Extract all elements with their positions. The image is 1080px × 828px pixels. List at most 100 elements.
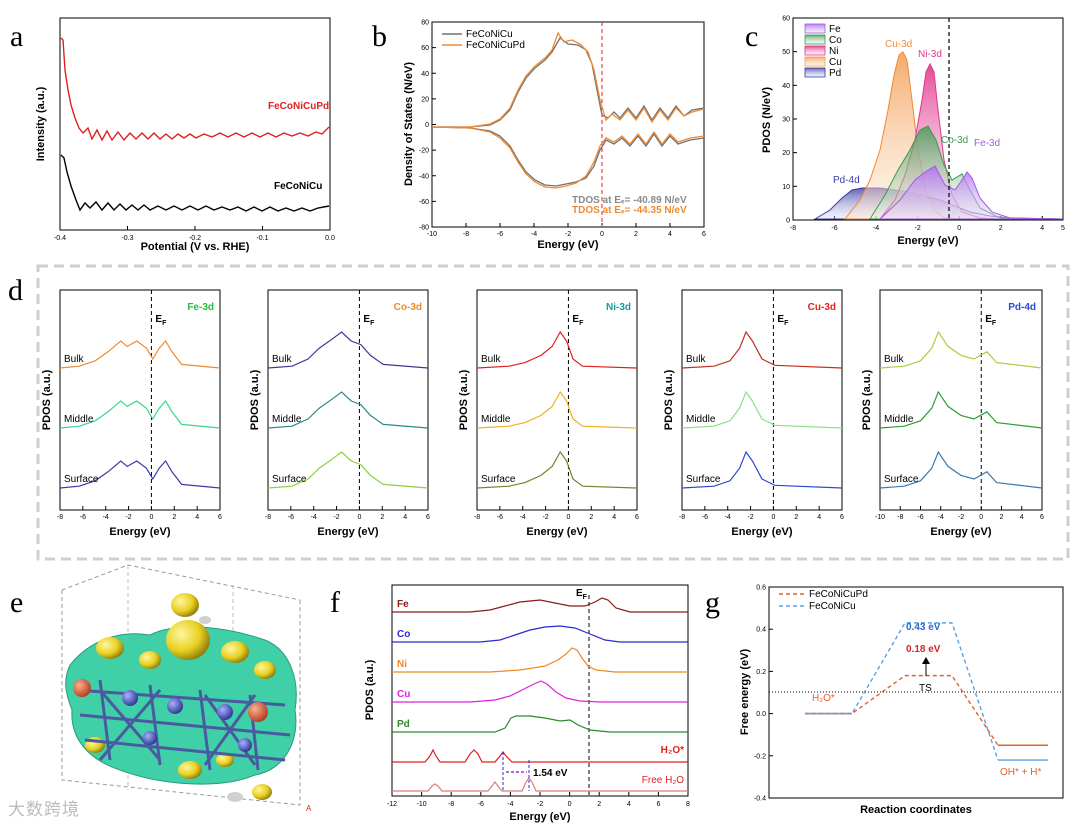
structure-grey-lobe [227, 792, 243, 802]
chart-b-ytick-label: -40 [419, 173, 429, 180]
chart-d-ylabel: PDOS (a.u.) [663, 369, 675, 430]
chart-g-annotation-043: 0.43 eV [906, 622, 941, 633]
structure-lobe [171, 593, 199, 617]
chart-d-subplot-frame [59, 289, 221, 511]
chart-d-xtick-label: 0 [771, 514, 775, 521]
chart-f: -12 -10 -8 -6 -4 -2 0 2 4 6 8 EF Energy (eV) PDOS … [364, 584, 690, 823]
chart-g-legend-feconicu: FeCoNiCu [809, 601, 856, 612]
chart-f-series-labels: Fe Co Ni Cu Pd H₂O* Free H₂O [397, 599, 684, 786]
chart-c-ytick-label: 30 [782, 117, 790, 124]
chart-d-curve-bulk [59, 339, 221, 369]
chart-c-legend-swatch-co [804, 34, 826, 45]
structure-axis-letter: A [306, 804, 312, 813]
chart-d-subplot-frame [267, 289, 429, 511]
chart-c-legend-swatch-pd [804, 67, 826, 78]
chart-d-xtick-label: 0 [566, 514, 570, 521]
structure-atom [143, 731, 157, 745]
chart-a-series-feconicu-line [60, 154, 330, 212]
chart-f-series-co [392, 625, 688, 643]
chart-d-layer-label: Surface [481, 474, 516, 485]
chart-d-xtick-label: -2 [125, 514, 131, 521]
chart-d-subplot-frame [681, 289, 843, 511]
chart-d-xtick-label: 6 [218, 514, 222, 521]
chart-a-frame [59, 17, 331, 231]
chart-f-xtick-label: -2 [537, 801, 543, 808]
chart-f-ef-label: EF [576, 588, 588, 601]
chart-b-legend-feconicu: FeCoNiCu [466, 29, 513, 40]
chart-d-xtick-label: -4 [311, 514, 317, 521]
chart-c-ytick-label: 60 [782, 16, 790, 23]
chart-d-xtick-label: 0 [357, 514, 361, 521]
chart-f-xtick-label: -8 [448, 801, 454, 808]
chart-c-xtick-label: -4 [873, 225, 879, 232]
chart-c-ytick-label: 10 [782, 184, 790, 191]
chart-f-xtick-label: -6 [478, 801, 484, 808]
chart-c-ytick-label: 20 [782, 150, 790, 157]
chart-c-xtick-label: 4 [1040, 225, 1044, 232]
chart-f-series-h2o-free [392, 777, 688, 792]
chart-d-subplot-co-3d: -8 -6 -4 -2 0 2 4 6 EF Co-3d Bulk Middle Surface Ener… [249, 289, 430, 538]
chart-d-subplot-title: Cu-3d [808, 302, 836, 313]
chart-d-ef-label: EF [777, 314, 789, 327]
chart-d-curve-middle [59, 399, 221, 429]
chart-d-curve-middle [267, 391, 429, 429]
panel-letter-f: f [330, 586, 340, 619]
chart-d-xtick-label: -2 [747, 514, 753, 521]
chart-f-xtick-label: -12 [387, 801, 397, 808]
chart-d-curve-bulk [267, 331, 429, 369]
chart-d-xtick-label: -6 [702, 514, 708, 521]
chart-d-xtick-label: 2 [589, 514, 593, 521]
chart-d-ef-label: EF [363, 314, 375, 327]
panel-letter-c: c [745, 20, 758, 53]
chart-f-series-h2o-adsorbed [392, 748, 688, 763]
structure-bond [203, 694, 257, 766]
chart-c-xlabel: Energy (eV) [897, 235, 958, 247]
chart-a-series-feconicupd-line [60, 37, 330, 142]
chart-b-annotation-tdos-feconicu: TDOS at Eₑ= -40.89 N/eV [572, 195, 687, 206]
chart-d-xlabel: Energy (eV) [731, 526, 792, 538]
chart-d-curve-surface [879, 450, 1043, 489]
chart-c-xtick-label: 5 [1061, 225, 1065, 232]
chart-f-xtick-label: 8 [686, 801, 690, 808]
chart-g-ticks: 0.6 0.4 0.2 0.0 -0.2 -0.4 [754, 585, 773, 803]
chart-d-layer-label: Middle [884, 414, 914, 425]
structure-atom [122, 690, 138, 706]
structure-lobe [252, 784, 272, 800]
chart-d-xtick-label: -6 [917, 514, 923, 521]
chart-d-layer-label: Surface [686, 474, 721, 485]
chart-a-ylabel: Intensity (a.u.) [35, 86, 47, 161]
chart-c-xtick-label: 2 [999, 225, 1003, 232]
chart-d-layer-label: Bulk [64, 354, 84, 365]
chart-b-xtick-label: -10 [427, 231, 437, 238]
chart-d-ylabel: PDOS (a.u.) [249, 369, 261, 430]
chart-f-ylabel: PDOS (a.u.) [364, 659, 376, 720]
chart-c-legend-fe: Fe [829, 24, 841, 35]
chart-b-ytick-label: 20 [421, 96, 429, 103]
chart-f-xtick-label: 4 [627, 801, 631, 808]
structure-atom [167, 698, 183, 714]
chart-d-ef-label: EF [572, 314, 584, 327]
panel-letter-g: g [705, 586, 720, 619]
chart-c-ylabel: PDOS (N/eV) [761, 87, 773, 153]
chart-f-xtick-label: -10 [417, 801, 427, 808]
chart-a: -0.4 -0.3 -0.2 -0.1 0.0 Potential (V vs. RHE… [35, 17, 335, 253]
chart-b-ytick-label: -20 [419, 148, 429, 155]
chart-f-series-cu [392, 680, 688, 703]
chart-g-ytick-label: 0.0 [756, 711, 766, 718]
chart-d-subplot-title: Co-3d [394, 302, 422, 313]
chart-d-curve-bulk [476, 330, 638, 369]
chart-f-xtick-label: 0 [568, 801, 572, 808]
chart-c-xtick-label: 0 [957, 225, 961, 232]
chart-a-xtick-label: -0.4 [54, 235, 66, 242]
chart-d-subplot-fe-3d: -8 -6 -4 -2 0 2 4 6 EF Fe-3d Bulk Middle Surface Ener… [41, 289, 222, 538]
chart-g-annotation-h2o: H₂O* [812, 693, 835, 704]
chart-d-subplot-title: Fe-3d [187, 302, 214, 313]
chart-d-curve-bulk [879, 330, 1043, 369]
structure-lobe [96, 637, 124, 659]
chart-d-xlabel: Energy (eV) [109, 526, 170, 538]
chart-d-ylabel: PDOS (a.u.) [458, 369, 470, 430]
panel-letter-b: b [372, 20, 387, 53]
chart-b-ylabel: Density of States (N/eV) [403, 62, 415, 186]
structure-lobe [139, 651, 161, 669]
